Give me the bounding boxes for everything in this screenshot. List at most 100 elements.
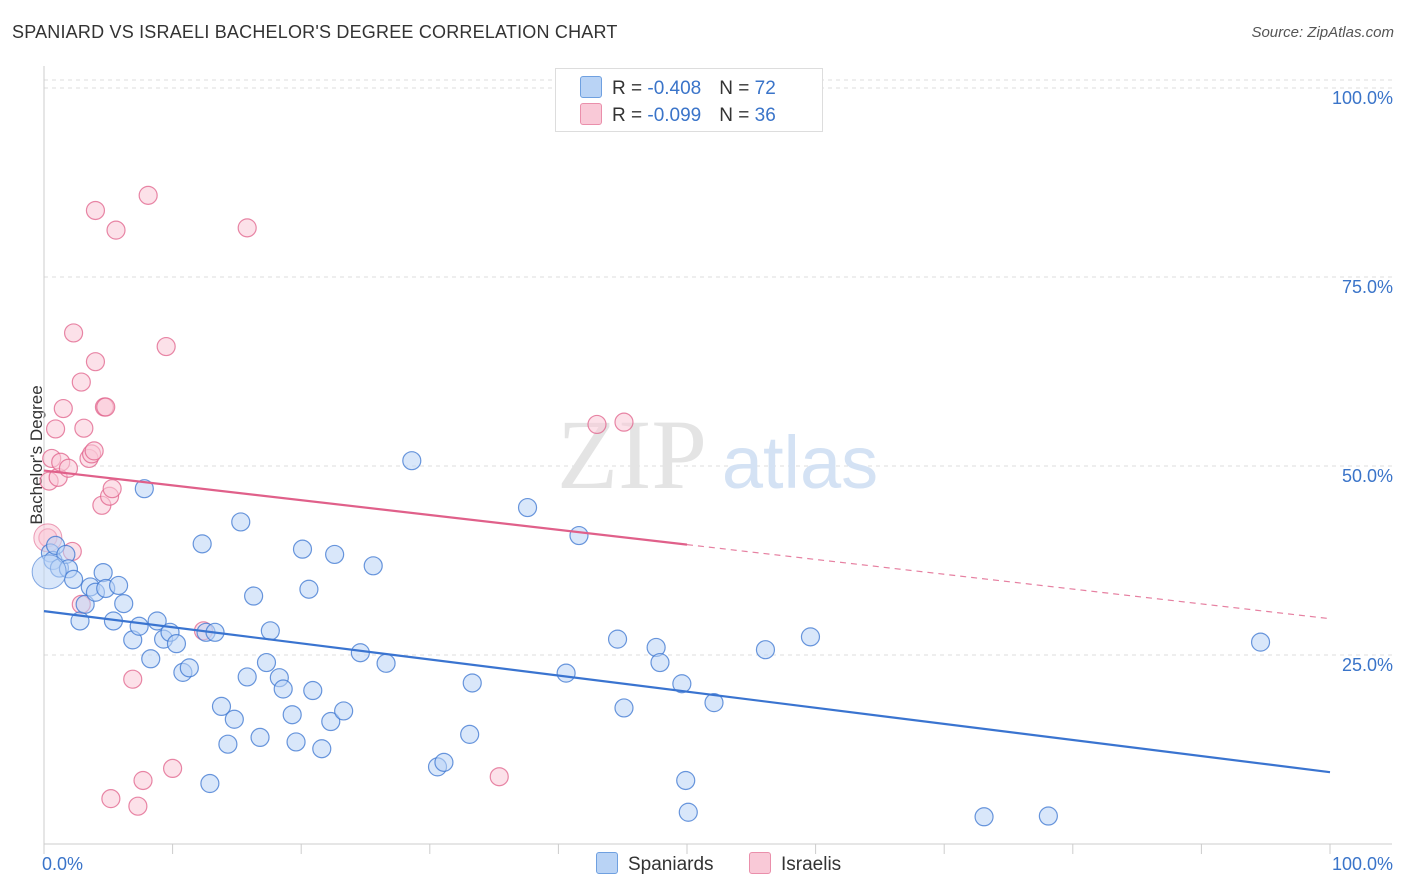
data-point-spaniards [678, 802, 698, 822]
data-point-spaniards [334, 701, 354, 721]
gridlines [44, 79, 1392, 656]
watermark: ZIP atlas [557, 399, 878, 510]
data-point-spaniards [303, 680, 323, 701]
data-point-spaniards [350, 643, 370, 663]
data-point-spaniards [614, 698, 634, 718]
legend-r-value: -0.408 [647, 78, 702, 99]
data-point-israelis [106, 220, 126, 240]
data-point-spaniards [260, 621, 280, 641]
data-point-spaniards [166, 634, 187, 654]
data-point-spaniards [108, 575, 129, 596]
legend-row-israelis: R = -0.099 N = 36 [580, 103, 776, 127]
data-point-israelis [102, 479, 122, 499]
legend-swatch-israelis [749, 852, 771, 874]
legend-n-value: 72 [754, 78, 776, 99]
axes [43, 66, 1392, 854]
data-point-spaniards [462, 673, 482, 693]
legend-item-israelis[interactable]: Israelis [749, 852, 841, 876]
data-point-spaniards [755, 640, 776, 660]
data-point-spaniards [129, 616, 149, 636]
data-point-spaniards [607, 629, 628, 649]
tick-labels: 25.0% 50.0% 75.0% 100.0% 0.0% 100.0% [42, 88, 1393, 874]
data-point-spaniards [244, 586, 264, 606]
data-point-spaniards [974, 807, 994, 827]
chart-title: SPANIARD VS ISRAELI BACHELOR'S DEGREE CO… [12, 22, 618, 42]
data-point-israelis [128, 796, 148, 816]
series-spaniards [31, 451, 1271, 827]
data-point-spaniards [556, 663, 576, 683]
data-point-spaniards [460, 724, 480, 744]
trend-line-spaniards [43, 610, 1331, 774]
data-point-spaniards [292, 539, 313, 559]
y-tick-label: 75.0% [1342, 277, 1393, 297]
data-point-spaniards [434, 752, 454, 772]
data-point-spaniards [704, 693, 724, 713]
data-point-israelis [123, 669, 143, 689]
data-point-spaniards [282, 705, 302, 725]
data-point-spaniards [1250, 632, 1271, 652]
data-point-spaniards [231, 512, 251, 532]
data-point-israelis [156, 336, 176, 357]
data-point-spaniards [286, 732, 306, 752]
trend-line-dashed-israelis [686, 544, 1331, 620]
legend-n-label: N = [719, 105, 755, 126]
data-point-israelis [84, 441, 104, 461]
data-point-israelis [85, 352, 106, 372]
data-point-spaniards [93, 562, 113, 583]
legend-r-label: R = [612, 78, 648, 99]
data-point-israelis [138, 185, 158, 205]
data-point-israelis [71, 372, 91, 392]
data-point-israelis [587, 414, 607, 435]
data-point-israelis [237, 218, 257, 238]
data-point-spaniards [211, 696, 232, 717]
data-point-israelis [163, 758, 183, 779]
data-point-israelis [85, 200, 106, 221]
data-point-spaniards [299, 579, 319, 599]
legend-swatch-israelis [580, 103, 602, 125]
data-point-israelis [45, 419, 66, 439]
legend-swatch-spaniards [580, 76, 602, 98]
data-point-spaniards [402, 451, 422, 471]
data-point-israelis [489, 767, 509, 787]
data-point-spaniards [376, 653, 396, 673]
legend-label-spaniards: Spaniards [628, 854, 714, 875]
data-point-spaniards [200, 773, 220, 794]
data-point-spaniards [224, 709, 244, 729]
legend-row-spaniards: R = -0.408 N = 72 [580, 76, 776, 100]
data-point-spaniards [31, 554, 67, 590]
y-tick-label: 50.0% [1342, 466, 1393, 486]
data-point-israelis [96, 397, 116, 417]
data-point-spaniards [192, 534, 212, 554]
legend-n-label: N = [719, 78, 755, 99]
data-point-spaniards [134, 479, 154, 499]
y-tick-label: 100.0% [1332, 88, 1393, 108]
data-point-spaniards [312, 739, 332, 759]
data-point-spaniards [1038, 806, 1058, 826]
watermark-zip: ZIP [557, 399, 707, 510]
data-point-spaniards [325, 544, 345, 565]
data-point-spaniards [273, 679, 293, 699]
data-point-spaniards [650, 652, 670, 673]
data-point-israelis [614, 412, 634, 432]
data-point-spaniards [321, 711, 341, 732]
data-point-spaniards [63, 569, 84, 590]
legend-label-israelis: Israelis [781, 854, 842, 875]
data-point-spaniards [800, 627, 821, 647]
data-point-spaniards [250, 727, 270, 748]
data-point-spaniards [218, 734, 238, 754]
legend-swatch-spaniards [596, 852, 618, 874]
correlation-legend: R = -0.408 N = 72 R = -0.099 N = 36 [555, 68, 823, 132]
data-point-spaniards [672, 674, 692, 694]
y-tick-label: 25.0% [1342, 655, 1393, 675]
legend-n-value: 36 [754, 105, 776, 126]
legend-item-spaniards[interactable]: Spaniards [596, 852, 714, 876]
data-point-spaniards [237, 667, 257, 687]
data-point-spaniards [363, 556, 383, 576]
data-point-israelis [53, 398, 73, 419]
data-point-israelis [74, 418, 94, 438]
trend-lines [43, 469, 1331, 774]
legend-r-value: -0.099 [647, 105, 702, 126]
source-credit: Source: ZipAtlas.com [1251, 24, 1394, 41]
data-point-spaniards [569, 525, 589, 546]
